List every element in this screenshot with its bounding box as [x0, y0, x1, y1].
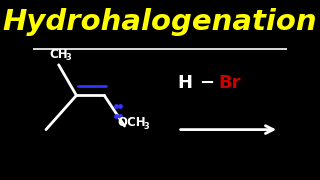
Text: −: − [199, 74, 214, 92]
Text: 3: 3 [66, 53, 71, 62]
Text: OCH: OCH [117, 116, 146, 129]
Text: CH: CH [50, 48, 68, 60]
Text: Hydrohalogenation: Hydrohalogenation [3, 8, 317, 36]
Text: 3: 3 [144, 122, 149, 131]
Text: Br: Br [219, 74, 241, 92]
Text: H: H [178, 74, 193, 92]
